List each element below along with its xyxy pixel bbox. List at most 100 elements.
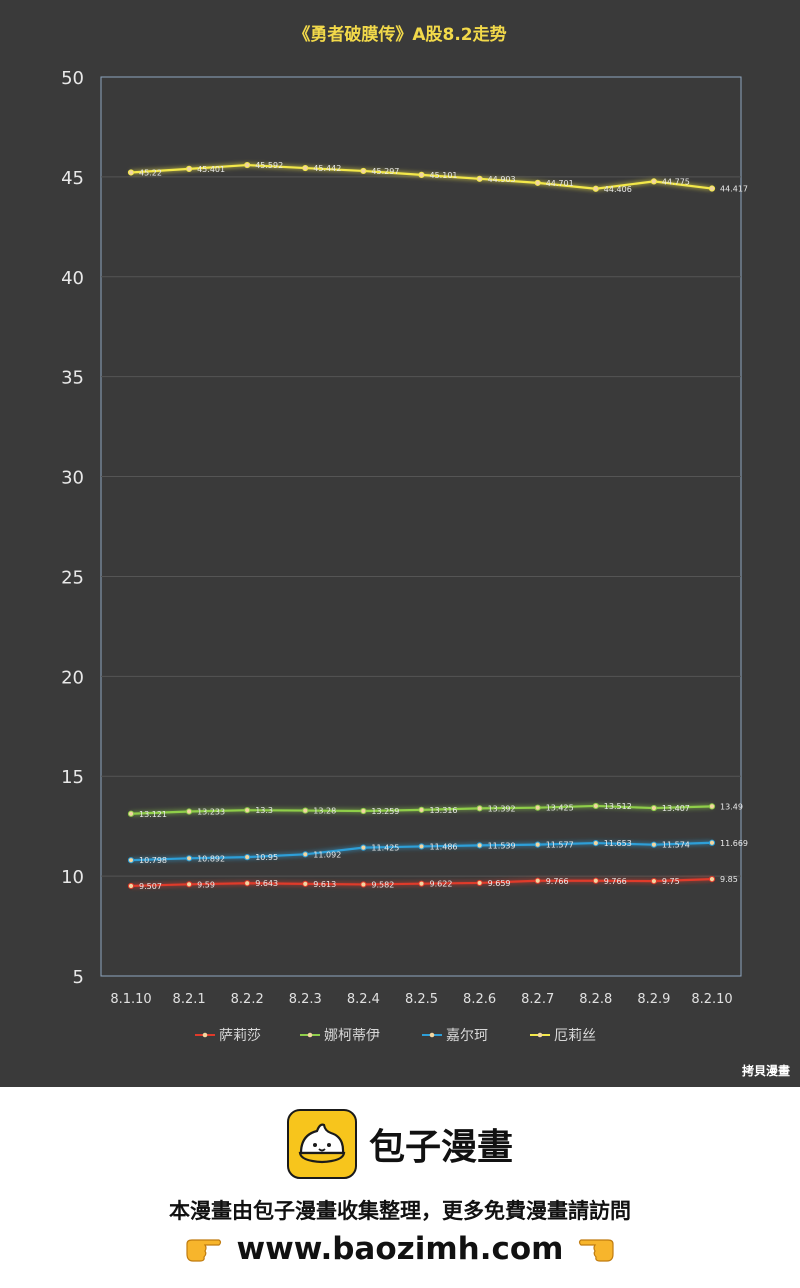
legend-label: 厄莉丝 xyxy=(554,1028,596,1044)
data-label: 11.574 xyxy=(662,841,690,850)
legend-label: 娜柯蒂伊 xyxy=(324,1028,380,1044)
data-point xyxy=(302,880,309,887)
x-tick-label: 8.2.2 xyxy=(231,992,264,1007)
y-axis-ticks: 5 10 15 20 25 30 35 40 45 50 xyxy=(61,68,84,988)
x-tick-label: 8.2.7 xyxy=(521,992,554,1007)
data-point xyxy=(186,881,193,888)
data-label: 9.659 xyxy=(488,879,511,888)
site-url[interactable]: www.baozimh.com xyxy=(236,1231,564,1267)
plot-frame xyxy=(100,76,742,977)
data-label: 13.3 xyxy=(255,806,273,815)
data-point xyxy=(650,841,658,848)
legend-marker xyxy=(429,1032,435,1038)
x-tick-label: 8.2.5 xyxy=(405,992,438,1007)
chart-area: 《勇者破膜传》A股8.2走势 5 10 15 20 25 30 35 40 45 50 8.1.1… xyxy=(0,0,800,1087)
data-point xyxy=(592,877,599,884)
data-label: 13.407 xyxy=(662,804,690,813)
data-point xyxy=(534,179,541,186)
data-point xyxy=(127,169,135,176)
data-point xyxy=(592,185,599,192)
data-label: 45.592 xyxy=(255,161,283,170)
data-point xyxy=(244,854,251,861)
pointing-right-hand-icon xyxy=(185,1239,221,1262)
x-tick-label: 8.2.3 xyxy=(289,992,322,1007)
legend: 萨莉莎 娜柯蒂伊 嘉尔珂 厄莉丝 xyxy=(195,1028,596,1044)
data-label: 45.101 xyxy=(430,171,458,180)
data-label: 44.903 xyxy=(488,175,516,184)
data-label: 44.417 xyxy=(720,185,748,194)
data-label: 9.582 xyxy=(371,880,394,889)
y-tick-label: 25 xyxy=(61,567,84,588)
data-point xyxy=(650,878,658,885)
data-label: 11.425 xyxy=(371,844,399,853)
data-point xyxy=(708,839,716,846)
data-point xyxy=(418,843,425,850)
data-point xyxy=(186,808,193,815)
y-tick-label: 50 xyxy=(61,68,84,89)
data-label: 13.425 xyxy=(546,804,574,813)
data-point xyxy=(302,807,309,814)
data-label: 13.392 xyxy=(488,804,516,813)
data-labels: 9.507 9.59 9.643 9.613 9.582 9.622 9.659 9.766 9… xyxy=(139,161,748,891)
data-label: 11.577 xyxy=(546,841,574,850)
data-point xyxy=(360,881,367,888)
x-tick-label: 8.2.9 xyxy=(637,992,670,1007)
y-tick-label: 40 xyxy=(61,268,84,289)
data-point xyxy=(476,842,483,849)
x-tick-label: 8.2.8 xyxy=(579,992,612,1007)
data-point xyxy=(127,882,135,890)
data-point xyxy=(360,167,367,175)
chart-title: 《勇者破膜传》A股8.2走势 xyxy=(293,25,507,45)
data-point xyxy=(244,807,251,814)
data-label: 13.28 xyxy=(313,807,336,816)
watermark: 拷貝漫畫 xyxy=(741,1064,790,1078)
data-label: 13.316 xyxy=(430,806,458,815)
data-point xyxy=(534,877,541,884)
data-point xyxy=(650,178,658,185)
data-label: 9.643 xyxy=(255,879,278,888)
bun-logo-icon xyxy=(286,1109,357,1179)
data-label: 45.297 xyxy=(371,167,399,176)
data-label: 13.121 xyxy=(139,810,167,819)
data-point xyxy=(244,161,251,169)
data-point xyxy=(418,880,425,887)
y-tick-label: 35 xyxy=(61,368,84,389)
x-tick-label: 8.1.10 xyxy=(110,992,151,1007)
data-point xyxy=(650,804,658,812)
legend-marker xyxy=(307,1032,313,1038)
y-tick-label: 45 xyxy=(61,168,84,189)
line-chart: 5 10 15 20 25 30 35 40 45 50 8.1.10 8.2.1 8.2.2 8.2.… xyxy=(61,68,748,1007)
data-point xyxy=(534,841,541,848)
data-point xyxy=(708,185,716,192)
legend-marker xyxy=(537,1032,543,1038)
y-tick-label: 5 xyxy=(73,967,84,988)
data-label: 9.85 xyxy=(720,875,738,884)
x-tick-label: 8.2.6 xyxy=(463,992,496,1007)
y-tick-label: 15 xyxy=(61,767,84,788)
pointing-left-hand-icon xyxy=(579,1239,615,1262)
brand-row: 包子漫畫 xyxy=(0,1109,800,1179)
data-label: 44.406 xyxy=(604,185,632,194)
url-row: www.baozimh.com xyxy=(0,1229,800,1269)
data-label: 9.613 xyxy=(313,880,336,889)
legend-label: 嘉尔珂 xyxy=(446,1028,488,1044)
data-label: 45.22 xyxy=(139,168,162,177)
data-point xyxy=(476,175,483,182)
x-axis-ticks: 8.1.10 8.2.1 8.2.2 8.2.3 8.2.4 8.2.5 8.2.6 8.2.… xyxy=(110,992,732,1007)
data-point xyxy=(302,851,309,858)
y-tick-label: 20 xyxy=(61,667,84,688)
brand-name: 包子漫畫 xyxy=(368,1127,513,1168)
footer: 包子漫畫 本漫畫由包子漫畫收集整理，更多免費漫畫請訪問 www.baozimh.… xyxy=(0,1087,800,1288)
data-label: 13.233 xyxy=(197,808,225,817)
x-tick-label: 8.2.10 xyxy=(691,992,732,1007)
data-label: 11.653 xyxy=(604,839,632,848)
y-tick-label: 10 xyxy=(61,867,84,888)
x-tick-label: 8.2.4 xyxy=(347,992,380,1007)
data-label: 11.092 xyxy=(313,850,341,859)
data-label: 9.622 xyxy=(430,880,453,889)
data-label: 9.766 xyxy=(546,877,569,886)
footer-notice: 本漫畫由包子漫畫收集整理，更多免費漫畫請訪問 xyxy=(169,1199,631,1223)
data-label: 13.512 xyxy=(604,802,632,811)
data-point xyxy=(592,802,599,810)
series-lines xyxy=(127,161,716,890)
